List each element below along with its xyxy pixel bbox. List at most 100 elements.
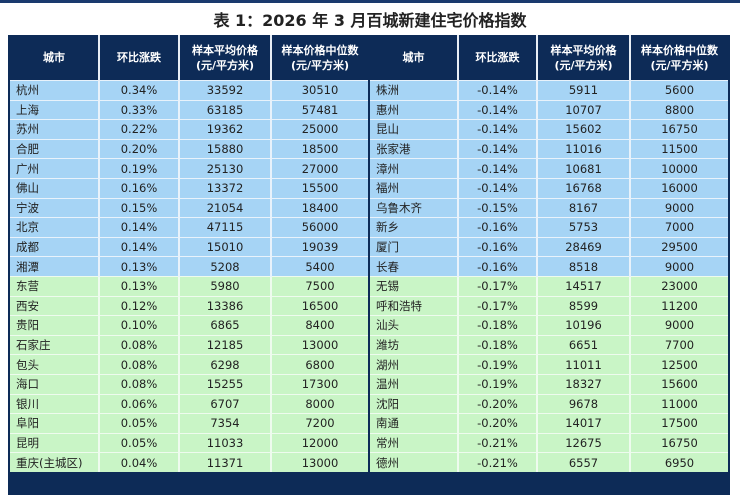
avg-price-cell: 6865 [178, 315, 271, 336]
table-row: 广州 0.19% 25130 27000 [10, 158, 368, 179]
change-cell: -0.17% [457, 275, 537, 297]
median-price-cell: 12500 [629, 354, 728, 375]
change-cell: 0.22% [98, 119, 179, 140]
city-cell: 乌鲁木齐 [370, 197, 458, 218]
change-cell: -0.17% [457, 295, 537, 316]
change-cell: 0.12% [98, 295, 179, 316]
avg-price-cell: 11011 [536, 354, 630, 375]
header-median-price: 样本价格中位数 (元/平方米) [629, 35, 728, 81]
median-price-cell: 9000 [629, 315, 728, 336]
city-cell: 贵阳 [10, 315, 99, 336]
change-cell: -0.16% [457, 217, 537, 238]
avg-price-cell: 5980 [178, 275, 271, 297]
city-cell: 常州 [370, 432, 458, 453]
city-cell: 福州 [370, 177, 458, 199]
avg-price-cell: 6651 [536, 334, 630, 355]
median-price-cell: 11000 [629, 393, 728, 414]
city-cell: 宁波 [10, 197, 99, 218]
table-row: 张家港 -0.14% 11016 11500 [370, 138, 728, 159]
change-cell: -0.14% [457, 158, 537, 179]
avg-price-cell: 21054 [178, 197, 271, 218]
avg-price-cell: 18327 [536, 373, 630, 394]
avg-price-cell: 5753 [536, 217, 630, 238]
city-cell: 张家港 [370, 138, 458, 159]
median-price-cell: 23000 [629, 275, 728, 297]
city-cell: 湖州 [370, 354, 458, 375]
table-row: 乌鲁木齐 -0.15% 8167 9000 [370, 197, 728, 218]
table-row: 漳州 -0.14% 10681 10000 [370, 158, 728, 179]
header-median-price: 样本价格中位数 (元/平方米) [270, 35, 368, 81]
table-row: 湘潭 0.13% 5208 5400 [10, 256, 368, 277]
change-cell: -0.14% [457, 99, 537, 120]
avg-price-cell: 13386 [178, 295, 271, 316]
change-cell: -0.14% [457, 119, 537, 140]
avg-price-cell: 10707 [536, 99, 630, 120]
median-price-cell: 8800 [629, 99, 728, 120]
change-cell: -0.16% [457, 236, 537, 257]
table-row: 贵阳 0.10% 6865 8400 [10, 315, 368, 336]
city-cell: 包头 [10, 354, 99, 375]
avg-price-cell: 8518 [536, 256, 630, 277]
avg-price-cell: 6298 [178, 354, 271, 375]
change-cell: 0.14% [98, 217, 179, 238]
city-cell: 温州 [370, 373, 458, 394]
avg-price-cell: 8167 [536, 197, 630, 218]
avg-price-cell: 5208 [178, 256, 271, 277]
right-price-table: 城市 环比涨跌 样本平均价格 (元/平方米) 样本价格中位数 (元/平方米) 株… [370, 35, 728, 472]
change-cell: 0.33% [98, 99, 179, 120]
change-cell: -0.20% [457, 413, 537, 434]
median-price-cell: 10000 [629, 158, 728, 179]
table-row: 杭州 0.34% 33592 30510 [10, 80, 368, 101]
city-cell: 沈阳 [370, 393, 458, 414]
table-row: 西安 0.12% 13386 16500 [10, 295, 368, 316]
city-cell: 昆山 [370, 119, 458, 140]
avg-price-cell: 12675 [536, 432, 630, 453]
top-border [0, 0, 740, 3]
avg-price-cell: 16768 [536, 177, 630, 199]
city-cell: 湘潭 [10, 256, 99, 277]
median-price-cell: 7500 [270, 275, 368, 297]
median-price-cell: 27000 [270, 158, 368, 179]
header-row: 城市 环比涨跌 样本平均价格 (元/平方米) 样本价格中位数 (元/平方米) [10, 35, 368, 81]
change-cell: 0.15% [98, 197, 179, 218]
table-row: 石家庄 0.08% 12185 13000 [10, 334, 368, 355]
table-row: 海口 0.08% 15255 17300 [10, 373, 368, 394]
median-price-cell: 56000 [270, 217, 368, 238]
city-cell: 东营 [10, 275, 99, 297]
median-price-cell: 7200 [270, 413, 368, 434]
city-cell: 上海 [10, 99, 99, 120]
median-price-cell: 5600 [629, 80, 728, 101]
change-cell: -0.16% [457, 256, 537, 277]
left-table-container: 城市 环比涨跌 样本平均价格 (元/平方米) 样本价格中位数 (元/平方米) 杭… [8, 35, 370, 495]
avg-price-cell: 8599 [536, 295, 630, 316]
avg-price-cell: 6707 [178, 393, 271, 414]
median-price-cell: 16750 [629, 119, 728, 140]
median-price-cell: 18500 [270, 138, 368, 159]
table-row: 惠州 -0.14% 10707 8800 [370, 99, 728, 120]
change-cell: 0.16% [98, 177, 179, 199]
right-table-body: 株洲 -0.14% 5911 5600 惠州 -0.14% 10707 8800 昆山 -0.14… [370, 80, 728, 472]
table-row: 厦门 -0.16% 28469 29500 [370, 236, 728, 257]
avg-price-cell: 15010 [178, 236, 271, 257]
avg-price-cell: 15880 [178, 138, 271, 159]
avg-price-cell: 15255 [178, 373, 271, 394]
city-cell: 无锡 [370, 275, 458, 297]
city-cell: 合肥 [10, 138, 99, 159]
change-cell: -0.14% [457, 177, 537, 199]
table-row: 重庆(主城区) 0.04% 11371 13000 [10, 452, 368, 472]
table-row: 成都 0.14% 15010 19039 [10, 236, 368, 257]
table-row: 常州 -0.21% 12675 16750 [370, 432, 728, 453]
table-row: 南通 -0.20% 14017 17500 [370, 413, 728, 434]
change-cell: 0.08% [98, 373, 179, 394]
median-price-cell: 17300 [270, 373, 368, 394]
avg-price-cell: 14017 [536, 413, 630, 434]
change-cell: -0.19% [457, 354, 537, 375]
city-cell: 重庆(主城区) [10, 452, 99, 472]
table-row: 温州 -0.19% 18327 15600 [370, 373, 728, 394]
median-price-cell: 11500 [629, 138, 728, 159]
change-cell: 0.08% [98, 354, 179, 375]
change-cell: 0.05% [98, 413, 179, 434]
header-row: 城市 环比涨跌 样本平均价格 (元/平方米) 样本价格中位数 (元/平方米) [370, 35, 728, 81]
median-price-cell: 17500 [629, 413, 728, 434]
table-row: 苏州 0.22% 19362 25000 [10, 119, 368, 140]
